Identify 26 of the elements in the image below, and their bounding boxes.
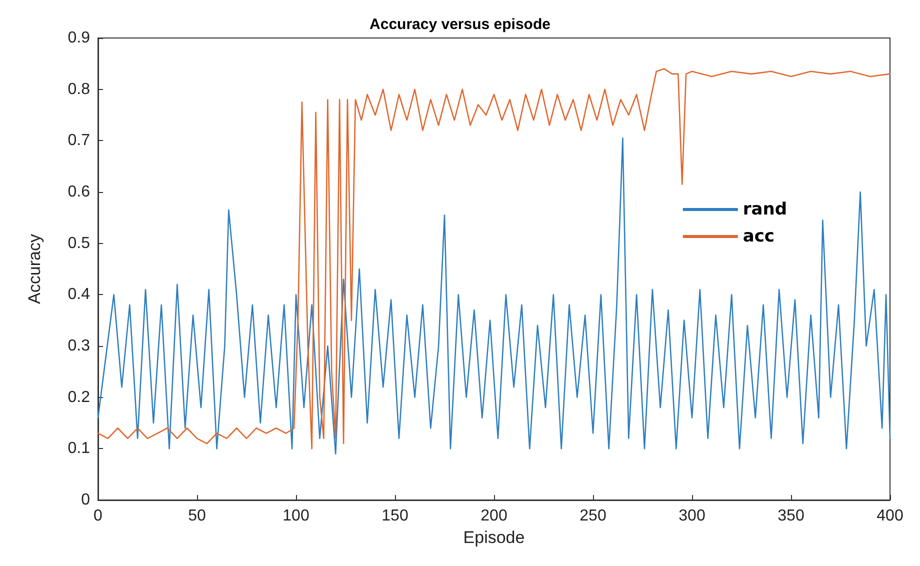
line-series [97,68,891,450]
x-tick-label: 250 [580,508,606,524]
x-tick-label: 350 [778,508,804,524]
x-tick-label: 300 [678,508,706,524]
x-tick-label: 50 [188,508,206,524]
y-tick-label: 0.5 [68,234,90,252]
y-tick-label: 0.7 [68,132,90,150]
y-axis-title: Accuracy [25,234,44,304]
line-series [97,137,891,454]
y-tick-label: 0 [81,492,90,508]
y-tick-label: 0.4 [68,286,90,304]
x-tick-label: 150 [382,508,408,524]
y-tick-label: 0.3 [68,338,90,354]
x-axis-title: Episode [463,528,525,547]
y-tick-label: 0.6 [68,184,90,200]
x-tick-label: 0 [94,508,103,524]
y-tick-label: 0.1 [68,440,90,458]
legend-label: acc [742,226,775,246]
x-tick-label: 400 [876,508,904,524]
y-tick-label: 0.8 [68,80,90,98]
y-tick-label: 0.9 [68,30,90,46]
chart-title: Accuracy versus episode [370,16,550,33]
x-tick-label: 100 [282,508,310,524]
legend-label: rand [742,200,788,220]
y-tick-label: 0.2 [68,388,90,406]
x-tick-label: 200 [480,508,508,524]
